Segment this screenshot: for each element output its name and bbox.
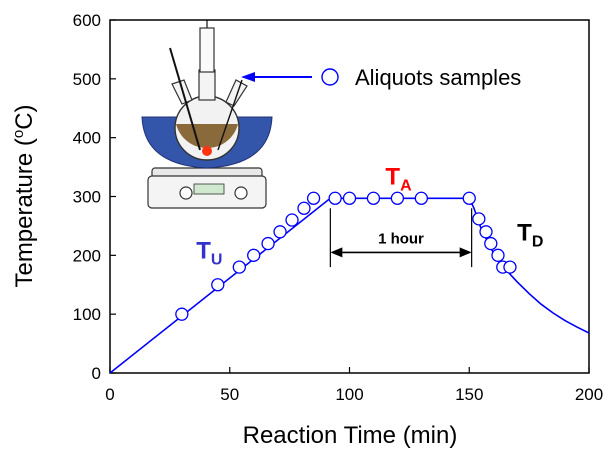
one-hour-bracket: 1 hour — [329, 208, 473, 268]
sample-marker — [247, 248, 261, 262]
condenser — [199, 27, 215, 73]
sample-marker — [285, 213, 299, 227]
y-tick-label: 200 — [73, 246, 101, 265]
sample-marker — [273, 225, 287, 239]
phase-label-tu-main: T — [196, 237, 211, 264]
flask-liquid — [176, 124, 238, 149]
flask-center-neck — [198, 69, 216, 101]
phase-label-td-main: T — [517, 220, 532, 247]
thermocouple — [169, 47, 201, 151]
phase-label-tu-sub: U — [211, 251, 223, 268]
phase-label-tu: TU — [196, 237, 222, 268]
x-tick-label: 0 — [105, 385, 114, 404]
sample-marker — [503, 260, 517, 274]
sample-marker — [232, 260, 246, 274]
y-axis-title-sup: o — [10, 130, 27, 138]
sample-marker — [342, 191, 357, 205]
x-axis: 0 50 100 150 200 — [105, 367, 603, 404]
hour-bracket-arrowhead-right — [459, 247, 472, 258]
sample-marker — [479, 225, 493, 239]
sample-marker — [462, 191, 476, 205]
y-tick-label: 0 — [92, 364, 101, 383]
x-axis-title: Reaction Time (min) — [243, 422, 458, 449]
y-tick-label: 500 — [73, 70, 101, 89]
sample-marker — [491, 248, 505, 262]
x-tick-label: 200 — [575, 385, 603, 404]
phase-label-ta-main: T — [385, 164, 400, 191]
sample-marker — [261, 236, 275, 251]
y-tick-label: 100 — [73, 305, 101, 324]
reactor-illustration — [141, 20, 273, 209]
legend-pointer-arrowhead — [241, 72, 255, 82]
hot-plate-knob-right — [234, 186, 248, 200]
legend-label: Aliquots samples — [355, 65, 521, 90]
sample-marker — [328, 191, 342, 205]
legend-marker — [321, 68, 339, 86]
phase-label-td: TD — [517, 220, 543, 251]
y-axis-title-tail: C) — [11, 104, 38, 129]
sample-marker — [211, 278, 225, 292]
y-axis: 0 100 200 300 400 500 600 — [73, 11, 116, 383]
sample-marker — [175, 307, 189, 321]
hour-label: 1 hour — [378, 230, 424, 247]
hot-plate-display — [193, 183, 225, 195]
hour-bracket-arrowhead-left — [330, 247, 343, 258]
sample-marker — [390, 191, 405, 205]
phase-label-ta: TA — [385, 164, 412, 195]
sample-marker — [472, 212, 486, 226]
sample-markers — [175, 191, 517, 321]
y-axis-title-main: Temperature ( — [11, 138, 38, 287]
flask-stir-bar — [202, 146, 212, 156]
y-tick-label: 400 — [73, 129, 101, 148]
y-axis-title: Temperature (oC) — [10, 104, 38, 287]
phase-label-td-sub: D — [532, 234, 544, 251]
sampling-needle — [217, 79, 243, 151]
sample-marker — [306, 191, 321, 205]
x-tick-label: 50 — [220, 385, 239, 404]
phase-label-ta-sub: A — [400, 178, 412, 195]
flask-right-neck — [225, 79, 248, 107]
sample-marker — [484, 236, 498, 251]
sample-marker — [414, 191, 429, 205]
x-tick-label: 100 — [335, 385, 363, 404]
sample-marker — [297, 201, 311, 215]
legend: Aliquots samples — [241, 65, 521, 90]
y-tick-label: 300 — [73, 188, 101, 207]
sample-marker — [366, 191, 381, 205]
y-tick-label: 600 — [73, 11, 101, 30]
hot-plate-knob-left — [179, 186, 193, 200]
x-tick-label: 150 — [455, 385, 483, 404]
